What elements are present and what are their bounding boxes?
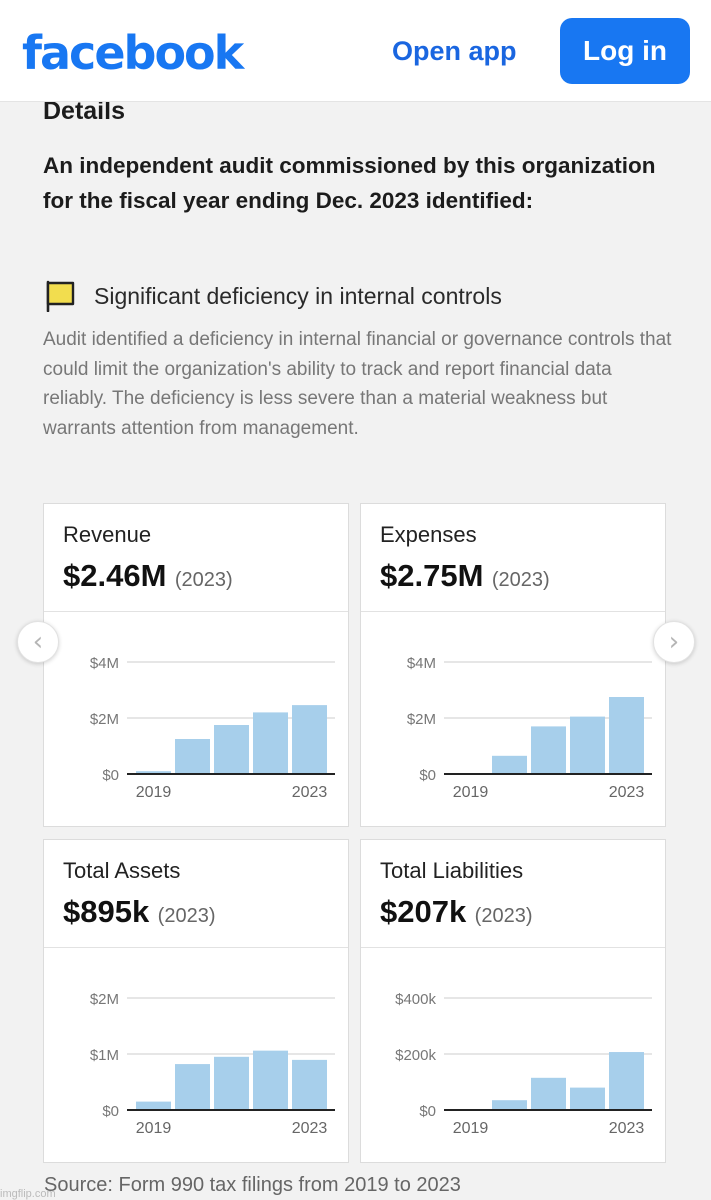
chevron-left-icon: ‹ [32,627,44,657]
card-label: Expenses [380,522,477,547]
y-tick-label: $1M [90,1047,119,1064]
y-tick-label: $0 [102,1103,119,1120]
next-arrow-button[interactable]: › [653,621,695,663]
x-tick-label: 2023 [292,1120,328,1137]
y-tick-label: $0 [102,767,119,784]
watermark: imgflip.com [0,1188,56,1200]
x-tick-label: 2019 [453,1120,489,1137]
x-tick-label: 2019 [453,784,489,801]
x-tick-label: 2023 [292,784,328,801]
bar-2022 [253,1050,288,1110]
bar-2022 [570,716,605,774]
x-tick-label: 2023 [609,784,645,801]
bar-2023 [609,1052,644,1110]
x-tick-label: 2023 [609,1120,645,1137]
y-tick-label: $0 [419,767,436,784]
source-note: Source: Form 990 tax filings from 2019 t… [44,1174,461,1196]
y-tick-label: $2M [407,711,436,728]
audit-intro: An independent audit commissioned by thi… [43,153,656,213]
total-liabilities-card: Total Liabilities $207k (2023) $0 $200k $4… [360,839,666,1163]
bar-2022 [253,712,288,774]
bar-2019 [136,771,171,774]
card-year: (2023) [491,569,550,591]
finding-description: Audit identified a deficiency in interna… [43,329,672,439]
bar-2020 [175,1064,210,1110]
bar-2023 [292,1059,327,1110]
open-app-link[interactable]: Open app [392,36,517,66]
x-tick-label: 2019 [136,784,172,801]
y-tick-label: $4M [407,655,436,672]
bar-2023 [292,705,327,774]
total-assets-chart: $0 $1M $2M 2019 2023 [90,991,335,1137]
y-tick-label: $4M [90,655,119,672]
bar-2022 [570,1087,605,1110]
bar-2020 [175,739,210,774]
revenue-card: Revenue $2.46M (2023) $0 $2M $4M 2019 2023 [43,503,349,827]
chevron-right-icon: › [668,627,680,657]
finding-title: Significant deficiency in internal contr… [94,283,502,309]
bar-2021 [531,726,566,774]
bar-2021 [214,1056,249,1110]
y-tick-label: $2M [90,711,119,728]
card-label: Revenue [63,522,152,547]
total-assets-card: Total Assets $895k (2023) $0 $1M $2M 2019 20… [43,839,349,1163]
y-tick-label: $2M [90,991,119,1008]
bar-2020 [492,755,527,774]
bar-2021 [214,725,249,774]
card-year: (2023) [474,905,533,927]
y-tick-label: $0 [419,1103,436,1120]
facebook-logo[interactable]: facebook [22,26,244,80]
card-year: (2023) [157,905,216,927]
bar-2020 [492,1100,527,1110]
card-label: Total Liabilities [380,858,524,883]
bar-2021 [531,1077,566,1110]
card-value: $2.75M [380,558,484,593]
total-liabilities-chart: $0 $200k $400k 2019 2023 [395,991,652,1137]
y-tick-label: $400k [395,991,436,1008]
card-value: $2.46M [63,558,167,593]
top-bar: facebook Open app Log in [0,0,711,102]
y-tick-label: $200k [395,1047,436,1064]
card-value: $895k [63,894,150,929]
bar-2023 [609,697,644,774]
bar-2019 [136,1101,171,1110]
prev-arrow-button[interactable]: ‹ [17,621,59,663]
card-value: $207k [380,894,467,929]
x-tick-label: 2019 [136,1120,172,1137]
flag-icon [46,280,75,312]
card-year: (2023) [174,569,233,591]
revenue-chart: $0 $2M $4M 2019 2023 [90,655,335,801]
login-button[interactable]: Log in [560,18,690,84]
expenses-chart: $0 $2M $4M 2019 2023 [407,655,652,801]
card-label: Total Assets [63,858,181,883]
expenses-card: Expenses $2.75M (2023) $0 $2M $4M 2019 2023 [360,503,666,827]
